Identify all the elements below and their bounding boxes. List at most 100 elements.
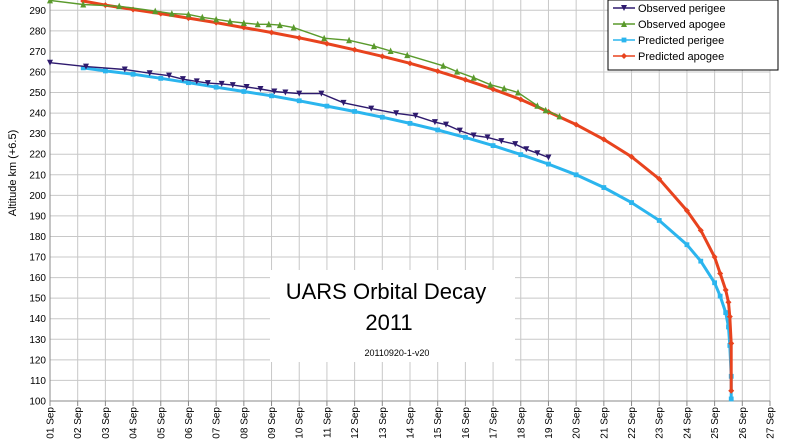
y-tick-labels: 100 110 120 130 140 150 160 170 180 190 200 210 220 2… <box>29 6 46 408</box>
legend-item-predicted-apogee: Predicted apogee <box>613 51 724 63</box>
predicted-perigee-point <box>213 84 219 90</box>
x-tick-label: 07 Sep <box>212 407 223 439</box>
y-tick-label: 100 <box>29 397 46 408</box>
observed-perigee-point <box>229 82 236 89</box>
observed-perigee-point <box>545 154 552 161</box>
predicted-perigee-point <box>435 127 441 133</box>
predicted-perigee-point <box>269 93 274 99</box>
predicted-apogee-point <box>726 313 733 320</box>
y-tick-label: 200 <box>29 191 46 202</box>
observed-apogee-point <box>321 34 328 42</box>
predicted-perigee-point <box>726 324 731 330</box>
series-observed-apogee <box>47 0 563 120</box>
predicted-perigee-point <box>698 258 704 264</box>
predicted-apogee-point <box>462 76 469 83</box>
x-tick-label: 03 Sep <box>101 407 112 439</box>
x-tick-label: 12 Sep <box>350 407 361 439</box>
observed-apogee-point <box>116 2 123 10</box>
observed-apogee-point <box>371 42 377 50</box>
x-tick-label: 06 Sep <box>184 407 195 439</box>
predicted-apogee-point <box>490 86 497 93</box>
x-tick-label: 05 Sep <box>156 407 167 439</box>
y-tick-label: 170 <box>29 253 46 264</box>
predicted-apogee-point <box>725 299 732 306</box>
observed-perigee-point <box>318 90 325 97</box>
observed-apogee-point <box>515 89 521 96</box>
y-tick-label: 190 <box>29 211 46 222</box>
observed-perigee-point <box>470 132 477 139</box>
observed-apogee-point <box>254 20 261 28</box>
y-tick-label: 120 <box>29 355 46 366</box>
y-tick-label: 270 <box>29 47 46 58</box>
predicted-apogee-point <box>656 175 663 182</box>
legend-item-observed-perigee: Observed perigee <box>613 3 725 15</box>
observed-apogee-point <box>152 7 159 15</box>
x-tick-label: 19 Sep <box>544 407 555 439</box>
predicted-perigee-point <box>573 172 579 178</box>
predicted-perigee-point <box>102 68 108 74</box>
y-tick-label: 260 <box>29 67 46 78</box>
observed-perigee-point <box>368 105 375 112</box>
x-tick-label: 10 Sep <box>295 407 306 439</box>
x-tick-label: 02 Sep <box>73 407 84 439</box>
predicted-perigee-point <box>352 109 358 114</box>
legend-swatch-marker <box>621 37 627 43</box>
x-tick-label: 16 Sep <box>461 407 472 439</box>
observed-perigee-point <box>282 89 289 96</box>
observed-perigee-point <box>534 150 541 157</box>
observed-apogee-point <box>80 1 87 8</box>
title-box: UARS Orbital Decay 2011 20110920-1-v20 <box>270 270 515 362</box>
x-tick-label: 04 Sep <box>129 407 140 439</box>
chart-subtitle: 20110920-1-v20 <box>365 348 430 358</box>
observed-apogee-point <box>556 112 563 120</box>
y-tick-label: 150 <box>29 294 46 305</box>
observed-apogee-point <box>213 15 220 23</box>
observed-apogee-point <box>199 13 206 21</box>
observed-perigee-point <box>204 80 211 87</box>
predicted-perigee-point <box>684 242 690 248</box>
observed-perigee-point <box>121 66 128 73</box>
predicted-perigee-point <box>518 152 524 158</box>
y-tick-label: 180 <box>29 232 46 243</box>
legend-item-predicted-perigee: Predicted perigee <box>613 35 724 47</box>
predicted-perigee-point <box>546 161 551 167</box>
predicted-perigee-point <box>629 200 634 205</box>
y-tick-label: 110 <box>30 376 46 387</box>
observed-perigee-point <box>523 146 530 153</box>
x-tick-label: 11 Sep <box>322 407 333 438</box>
x-tick-label: 24 Sep <box>682 407 693 439</box>
predicted-perigee-point <box>324 103 330 109</box>
observed-perigee-point <box>340 99 347 106</box>
legend-swatch-marker <box>621 20 627 27</box>
predicted-perigee-point <box>158 75 164 81</box>
y-tick-label: 280 <box>29 26 46 37</box>
observed-perigee-point <box>146 70 153 77</box>
observed-perigee-point <box>412 112 419 119</box>
legend-label: Observed apogee <box>638 19 725 31</box>
observed-apogee-line <box>49 0 560 118</box>
y-tick-label: 160 <box>29 273 46 284</box>
observed-perigee-point <box>47 59 53 66</box>
x-tick-label: 17 Sep <box>489 407 500 439</box>
chart-title: UARS Orbital Decay <box>286 279 487 304</box>
observed-perigee-point <box>243 83 250 90</box>
predicted-apogee-point <box>296 34 303 41</box>
predicted-perigee-point <box>601 185 607 190</box>
predicted-apogee-point <box>600 136 607 143</box>
y-tick-label: 210 <box>29 170 46 181</box>
y-tick-label: 220 <box>29 150 46 161</box>
predicted-apogee-point <box>717 270 724 277</box>
predicted-apogee-point <box>711 254 718 261</box>
observed-apogee-point <box>290 24 297 31</box>
x-tick-label: 13 Sep <box>378 407 389 439</box>
predicted-apogee-point <box>407 60 413 67</box>
x-tick-label: 20 Sep <box>572 407 583 439</box>
x-tick-label: 14 Sep <box>406 407 417 439</box>
predicted-apogee-point <box>628 153 635 160</box>
y-tick-label: 130 <box>29 335 46 346</box>
observed-perigee-point <box>271 88 278 95</box>
observed-apogee-point <box>440 62 447 69</box>
observed-perigee-point <box>83 63 89 70</box>
observed-apogee-point <box>470 74 477 81</box>
